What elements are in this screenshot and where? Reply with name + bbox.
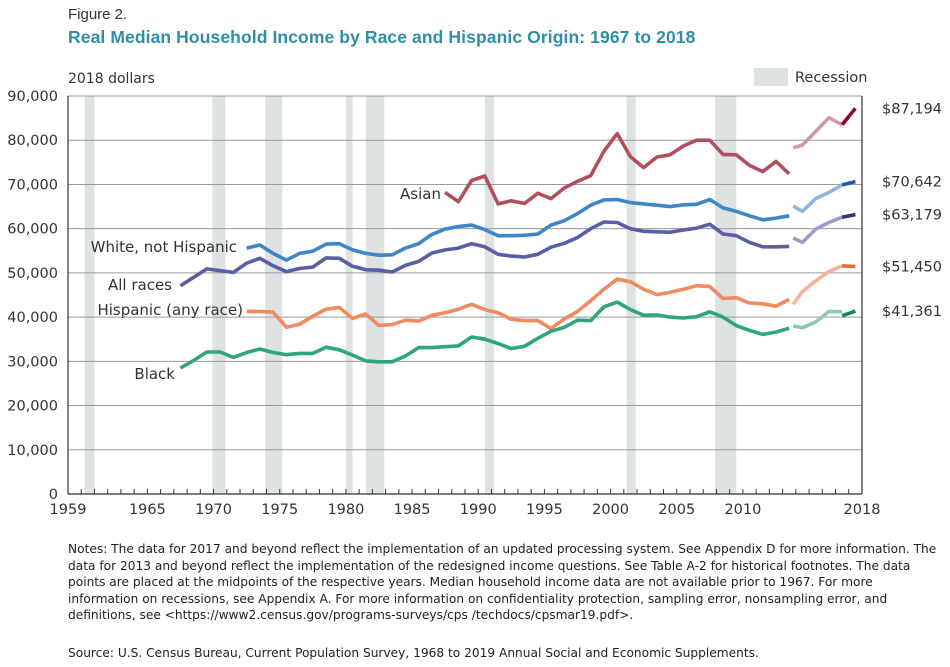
series-label: White, not Hispanic bbox=[91, 238, 237, 256]
series-line-all-races-original bbox=[179, 220, 790, 288]
y-tick-label: 40,000 bbox=[7, 310, 58, 326]
recession-band bbox=[84, 96, 95, 494]
series-line-asian-updated bbox=[840, 107, 857, 126]
x-tick-label: 2000 bbox=[592, 502, 629, 518]
figure-label: Figure 2. bbox=[68, 6, 128, 23]
x-tick-label: 2005 bbox=[658, 502, 695, 518]
y-tick-label: 20,000 bbox=[7, 399, 58, 415]
x-tick-label: 2018 bbox=[844, 502, 881, 518]
end-value-label: $41,361 bbox=[882, 304, 942, 320]
chart-title: Real Median Household Income by Race and… bbox=[68, 27, 696, 47]
y-tick-label: 50,000 bbox=[7, 266, 58, 282]
series-line-black-updated bbox=[841, 309, 856, 318]
series-line-hispanic-any-race-updated bbox=[842, 264, 856, 269]
legend-swatch-recession bbox=[754, 68, 788, 86]
x-tick-label: 1959 bbox=[50, 502, 87, 518]
x-tick-label: 1990 bbox=[460, 502, 497, 518]
x-tick-label: 1965 bbox=[129, 502, 166, 518]
recession-band bbox=[365, 96, 385, 494]
gridlines bbox=[68, 95, 862, 451]
series-line-hispanic-any-race-redesign bbox=[791, 264, 843, 306]
x-tick-label: 1980 bbox=[327, 502, 364, 518]
recession-band bbox=[212, 96, 226, 494]
y-tick-label: 80,000 bbox=[7, 133, 58, 149]
recession-bands bbox=[84, 96, 737, 494]
line-chart: 0 10,000 20,000 30,000 40,000 50,000 60,000 70,… bbox=[7, 68, 942, 518]
legend-label-recession: Recession bbox=[795, 70, 867, 86]
series-label: Hispanic (any race) bbox=[97, 301, 243, 319]
series-line-black-original bbox=[179, 300, 790, 370]
series-line-white-not-hispanic-redesign bbox=[792, 183, 843, 214]
recession-band bbox=[265, 96, 283, 494]
chart-source: Source: U.S. Census Bureau, Current Popu… bbox=[68, 646, 759, 660]
y-tick-label: 70,000 bbox=[7, 177, 58, 193]
series-line-asian-redesign bbox=[792, 115, 843, 150]
y-axis-label: 2018 dollars bbox=[68, 71, 155, 87]
x-tick-label: 1995 bbox=[526, 502, 563, 518]
y-tick-label: 90,000 bbox=[7, 89, 58, 105]
x-tick-label: 1970 bbox=[195, 502, 232, 518]
recession-band bbox=[484, 96, 495, 494]
series-line-all-races-updated bbox=[841, 212, 856, 219]
end-value-label: $63,179 bbox=[882, 208, 942, 224]
series-label: Asian bbox=[400, 185, 441, 203]
y-tick-label: 0 bbox=[49, 487, 58, 503]
series-line-all-races-redesign bbox=[792, 215, 843, 245]
axes: 0 10,000 20,000 30,000 40,000 50,000 60,000 70,… bbox=[7, 89, 880, 518]
x-tick-label: 2010 bbox=[724, 502, 761, 518]
series-labels: Asian $87,194 White, not Hispanic $70,642 Al… bbox=[91, 101, 942, 383]
end-value-label: $51,450 bbox=[882, 259, 942, 275]
end-value-label: $70,642 bbox=[882, 175, 942, 191]
x-tick-label: 1985 bbox=[394, 502, 431, 518]
recession-band bbox=[626, 96, 636, 494]
x-tick-label: 1975 bbox=[261, 502, 298, 518]
series-line-white-not-hispanic-updated bbox=[841, 179, 856, 187]
series-lines bbox=[179, 107, 857, 370]
y-tick-label: 60,000 bbox=[7, 222, 58, 238]
series-line-black-redesign bbox=[792, 309, 843, 330]
series-label: All races bbox=[108, 276, 172, 294]
series-label: Black bbox=[134, 365, 175, 383]
series-line-white-not-hispanic-original bbox=[246, 197, 790, 262]
chart-notes: Notes: The data for 2017 and beyond refl… bbox=[68, 542, 937, 622]
y-tick-label: 10,000 bbox=[7, 443, 58, 459]
y-tick-label: 30,000 bbox=[7, 354, 58, 370]
recession-band bbox=[715, 96, 737, 494]
end-value-label: $87,194 bbox=[882, 101, 942, 117]
series-line-asian-original bbox=[444, 131, 791, 206]
recession-band bbox=[345, 96, 353, 494]
series-line-hispanic-any-race-original bbox=[246, 277, 791, 331]
